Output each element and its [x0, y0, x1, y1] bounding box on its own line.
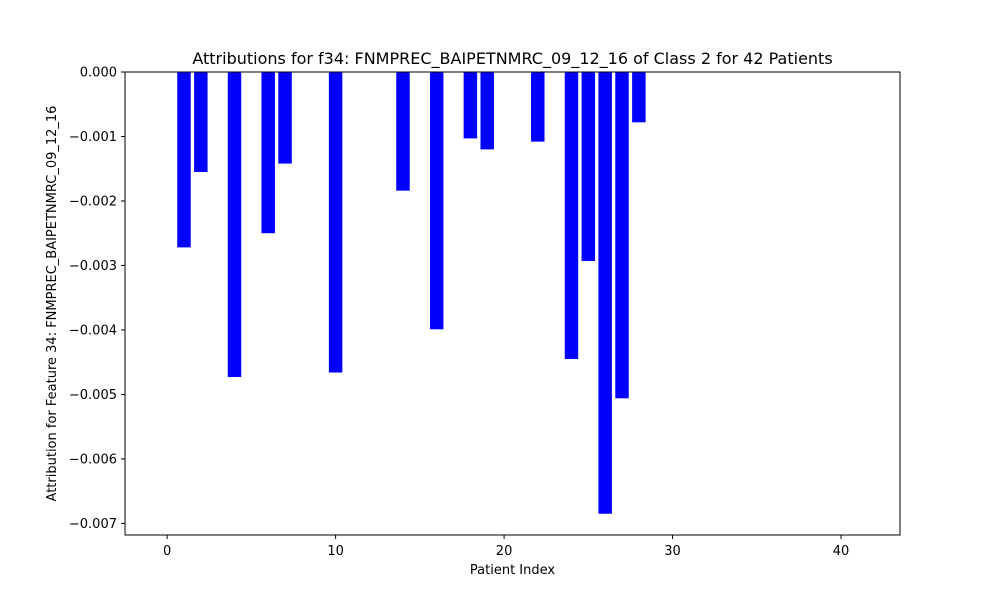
- y-tick-label: 0.000: [80, 66, 117, 81]
- chart-title: Attributions for f34: FNMPREC_BAIPETNMRC…: [192, 49, 832, 69]
- bar-patient-28: [632, 72, 646, 123]
- bar-patient-4: [227, 72, 242, 378]
- y-tick-label: −0.004: [69, 323, 117, 338]
- y-ticks-group: 0.000 −0.001 −0.002 −0.003 −0.004 −0.005 −0.00…: [69, 66, 125, 532]
- bar-patient-10: [328, 72, 343, 373]
- bar-patient-24: [564, 72, 579, 359]
- bar-patient-16: [429, 72, 444, 330]
- y-tick-label: −0.006: [69, 452, 117, 467]
- bar-patient-26: [598, 72, 612, 514]
- x-axis-label: Patient Index: [470, 563, 555, 578]
- bar-patient-22: [531, 72, 545, 142]
- bar-patient-27: [615, 72, 629, 399]
- x-tick-label: 40: [833, 544, 850, 559]
- y-tick-label: −0.005: [69, 388, 117, 403]
- bar-patient-2: [194, 72, 208, 172]
- y-tick-label: −0.001: [69, 130, 117, 145]
- bar-patient-25: [581, 72, 596, 261]
- x-tick-label: 10: [327, 544, 344, 559]
- x-tick-label: 0: [163, 544, 171, 559]
- bar-patient-19: [480, 72, 494, 150]
- x-ticks-group: 0 10 20 30 40: [163, 535, 849, 559]
- bar-patient-6: [261, 72, 275, 234]
- plot-frame: [124, 71, 901, 536]
- bar-patient-1: [177, 72, 191, 248]
- x-tick-label: 30: [664, 544, 681, 559]
- y-tick-label: −0.007: [69, 517, 117, 532]
- x-tick-label: 20: [496, 544, 513, 559]
- y-axis-label: Attribution for Feature 34: FNMPREC_BAIP…: [45, 106, 60, 502]
- bar-patient-18: [463, 72, 478, 139]
- bar-patient-7: [278, 72, 292, 164]
- y-tick-label: −0.003: [69, 259, 117, 274]
- bar-patient-14: [396, 72, 410, 191]
- bars-group: [177, 72, 646, 514]
- y-tick-label: −0.002: [69, 194, 117, 209]
